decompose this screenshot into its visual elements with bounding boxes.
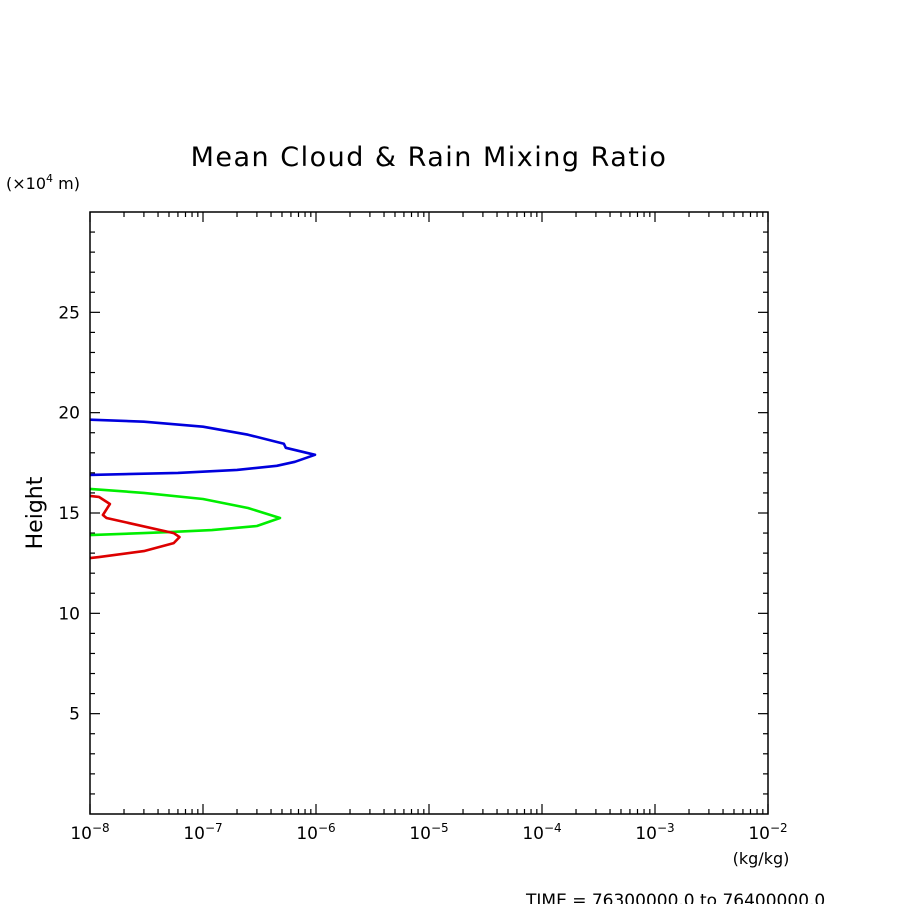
time-range-footer: TIME = 76300000.0 to 76400000.0 [525,891,825,904]
x-tick-label: 10−4 [522,821,561,844]
y-tick-label: 25 [58,303,80,323]
series-line-1 [89,418,317,477]
y-tick-labels: 5 10 15 20 25 [58,303,80,724]
y-tick-label: 10 [58,604,80,624]
y-unit-suffix: m) [53,174,80,193]
y-tick-label: 15 [58,504,80,524]
series-line-2 [89,487,282,537]
x-tick-label: 10−8 [70,821,109,844]
x-tick-label: 10−2 [748,821,787,844]
y-axis-label: Height [23,476,48,549]
y-tick-label: 20 [58,404,80,424]
x-tick-labels: 10−8 10−7 10−6 10−5 10−4 10−3 10−2 [70,821,787,844]
y-tick-label: 5 [69,705,80,725]
series-layer [89,418,317,560]
y-unit-exponent: 4 [46,172,53,185]
major-ticks [89,212,769,814]
x-axis-label: (kg/kg) [733,849,790,868]
chart-title: Mean Cloud & Rain Mixing Ratio [191,142,668,173]
series-line-3 [89,494,181,560]
y-unit-prefix: (×10 [6,174,46,193]
plot-frame [89,211,769,815]
x-tick-label: 10−3 [635,821,674,844]
minor-ticks [90,212,768,814]
y-unit-label: (×104 m) [6,172,80,193]
x-tick-label: 10−5 [409,821,448,844]
x-tick-label: 10−6 [296,821,335,844]
x-tick-label: 10−7 [183,821,222,844]
